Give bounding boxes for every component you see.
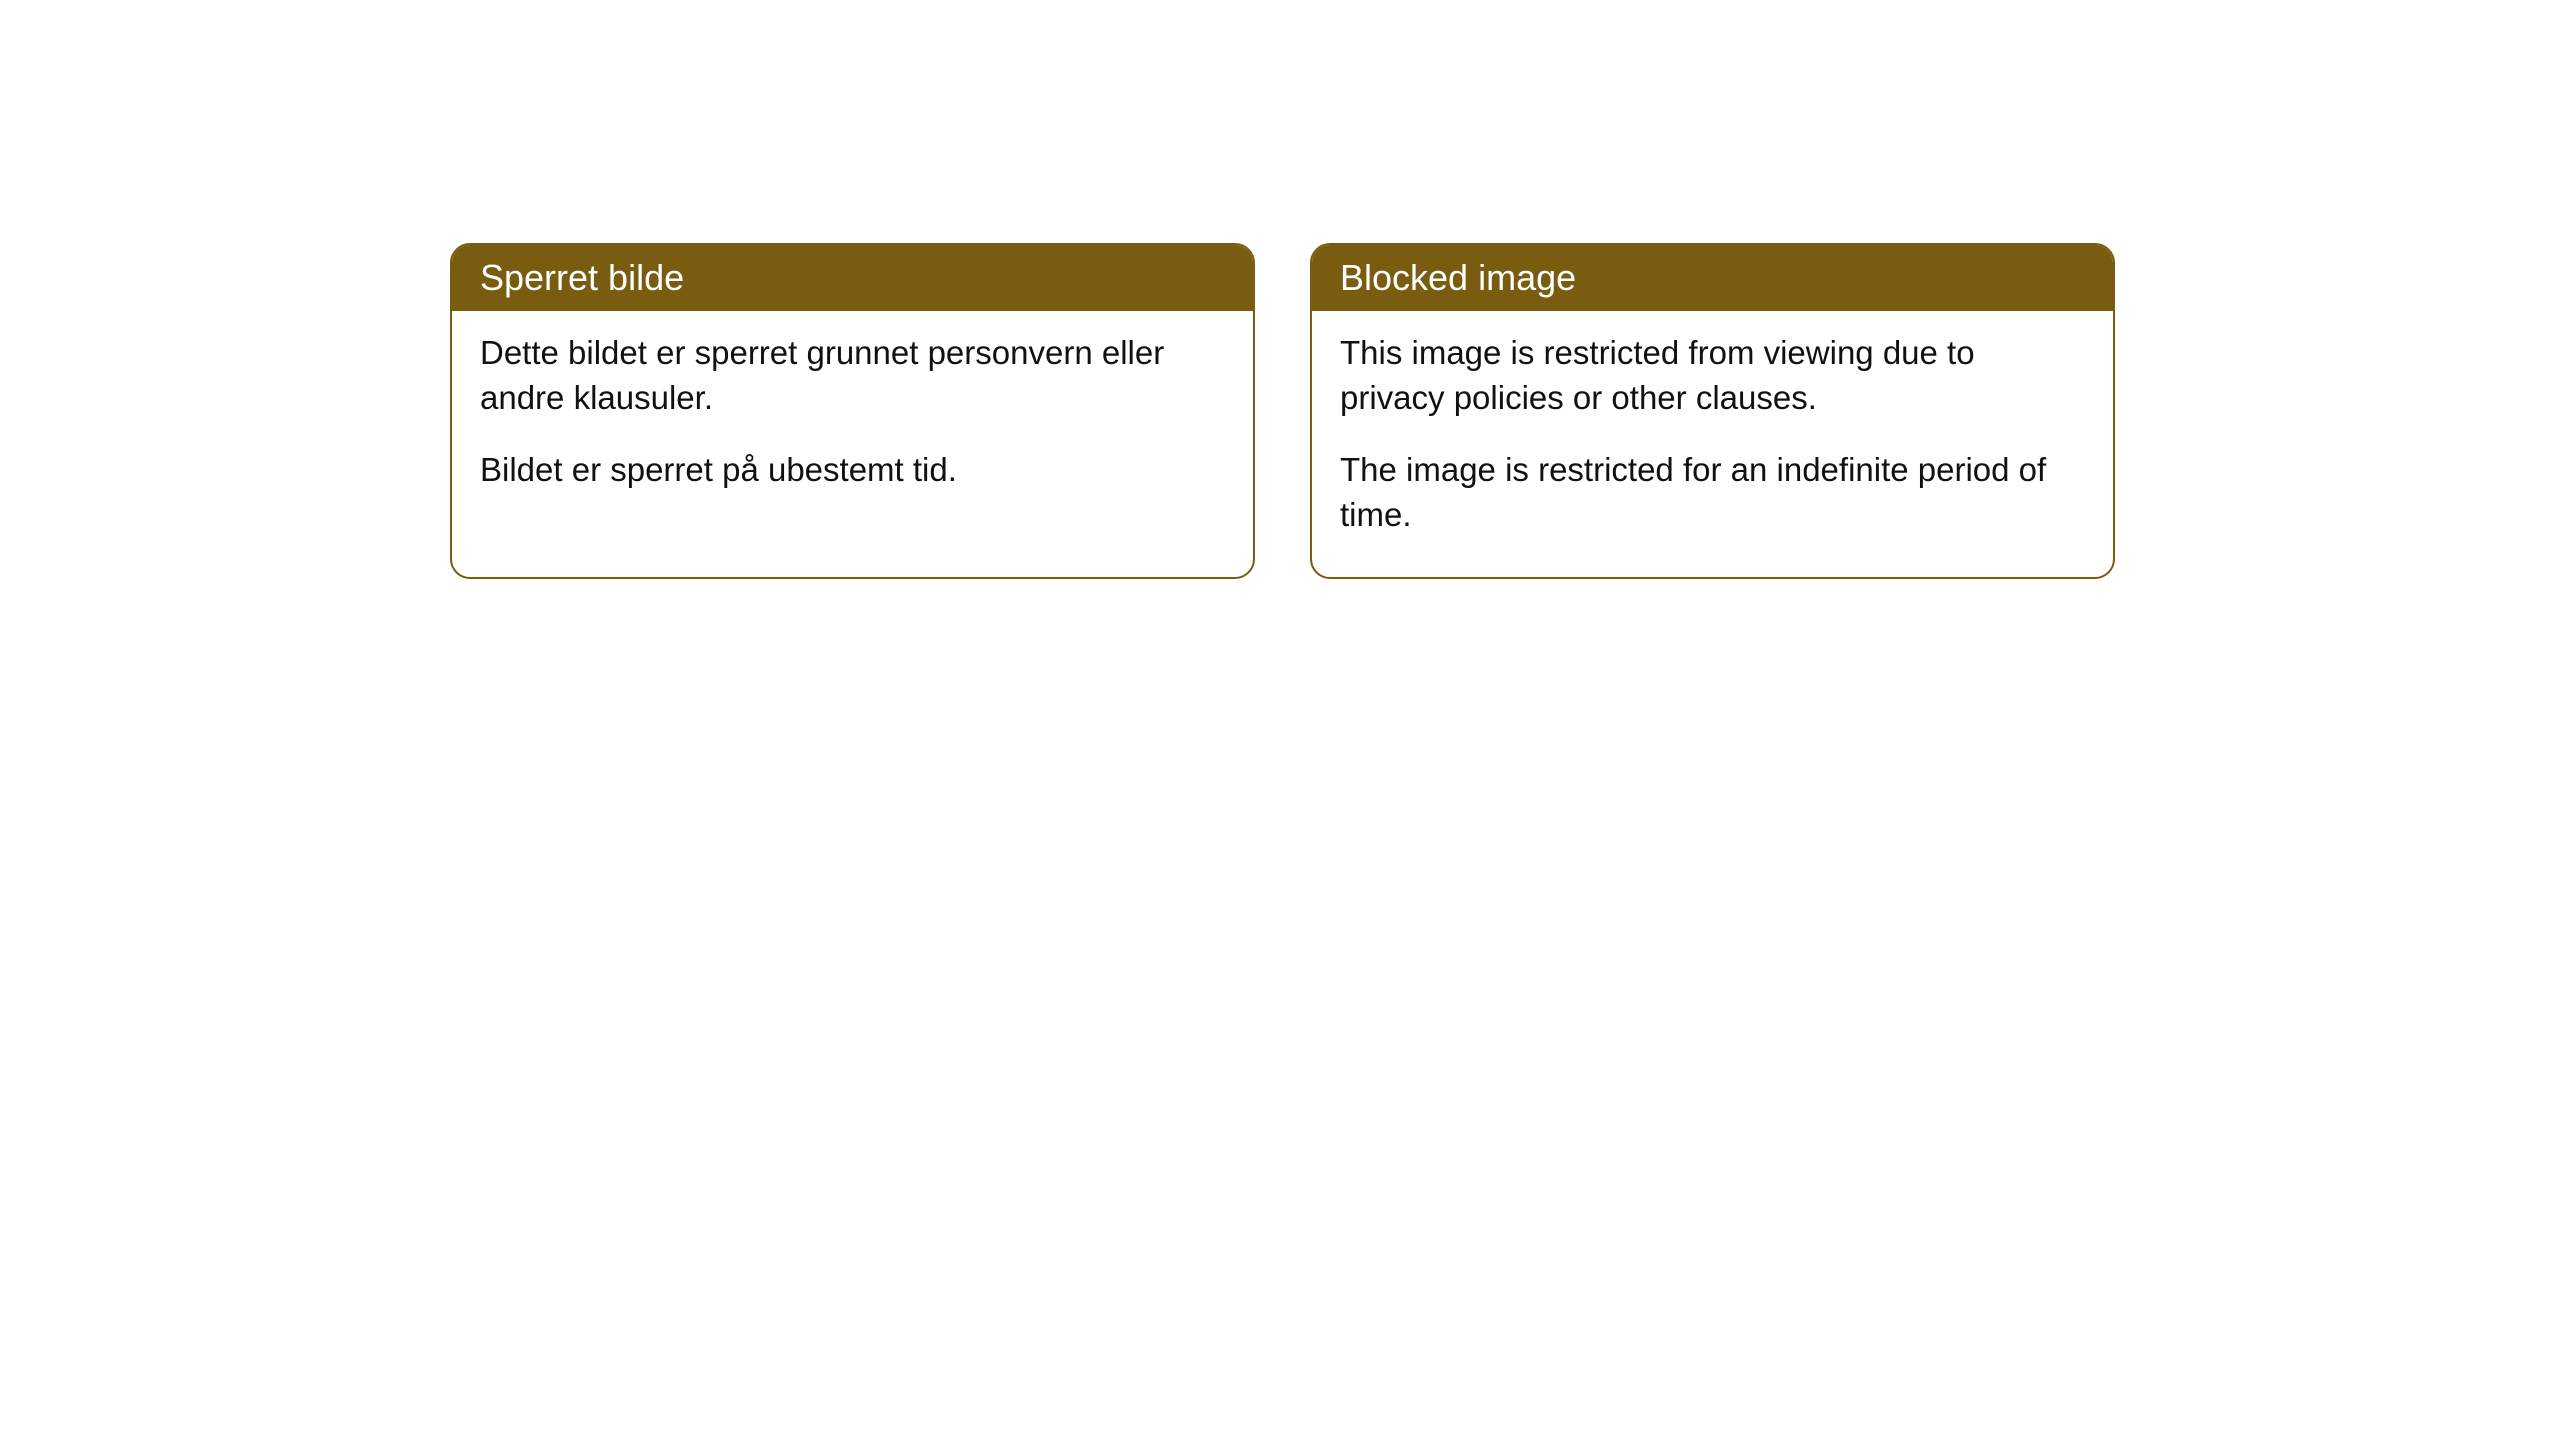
notice-card-norwegian: Sperret bilde Dette bildet er sperret gr… (450, 243, 1255, 579)
card-paragraph: Bildet er sperret på ubestemt tid. (480, 448, 1225, 493)
card-title: Sperret bilde (452, 245, 1253, 311)
notice-cards-container: Sperret bilde Dette bildet er sperret gr… (450, 243, 2115, 579)
notice-card-english: Blocked image This image is restricted f… (1310, 243, 2115, 579)
card-body: This image is restricted from viewing du… (1312, 311, 2113, 577)
card-paragraph: This image is restricted from viewing du… (1340, 331, 2085, 420)
card-paragraph: Dette bildet er sperret grunnet personve… (480, 331, 1225, 420)
card-paragraph: The image is restricted for an indefinit… (1340, 448, 2085, 537)
card-body: Dette bildet er sperret grunnet personve… (452, 311, 1253, 533)
card-title: Blocked image (1312, 245, 2113, 311)
